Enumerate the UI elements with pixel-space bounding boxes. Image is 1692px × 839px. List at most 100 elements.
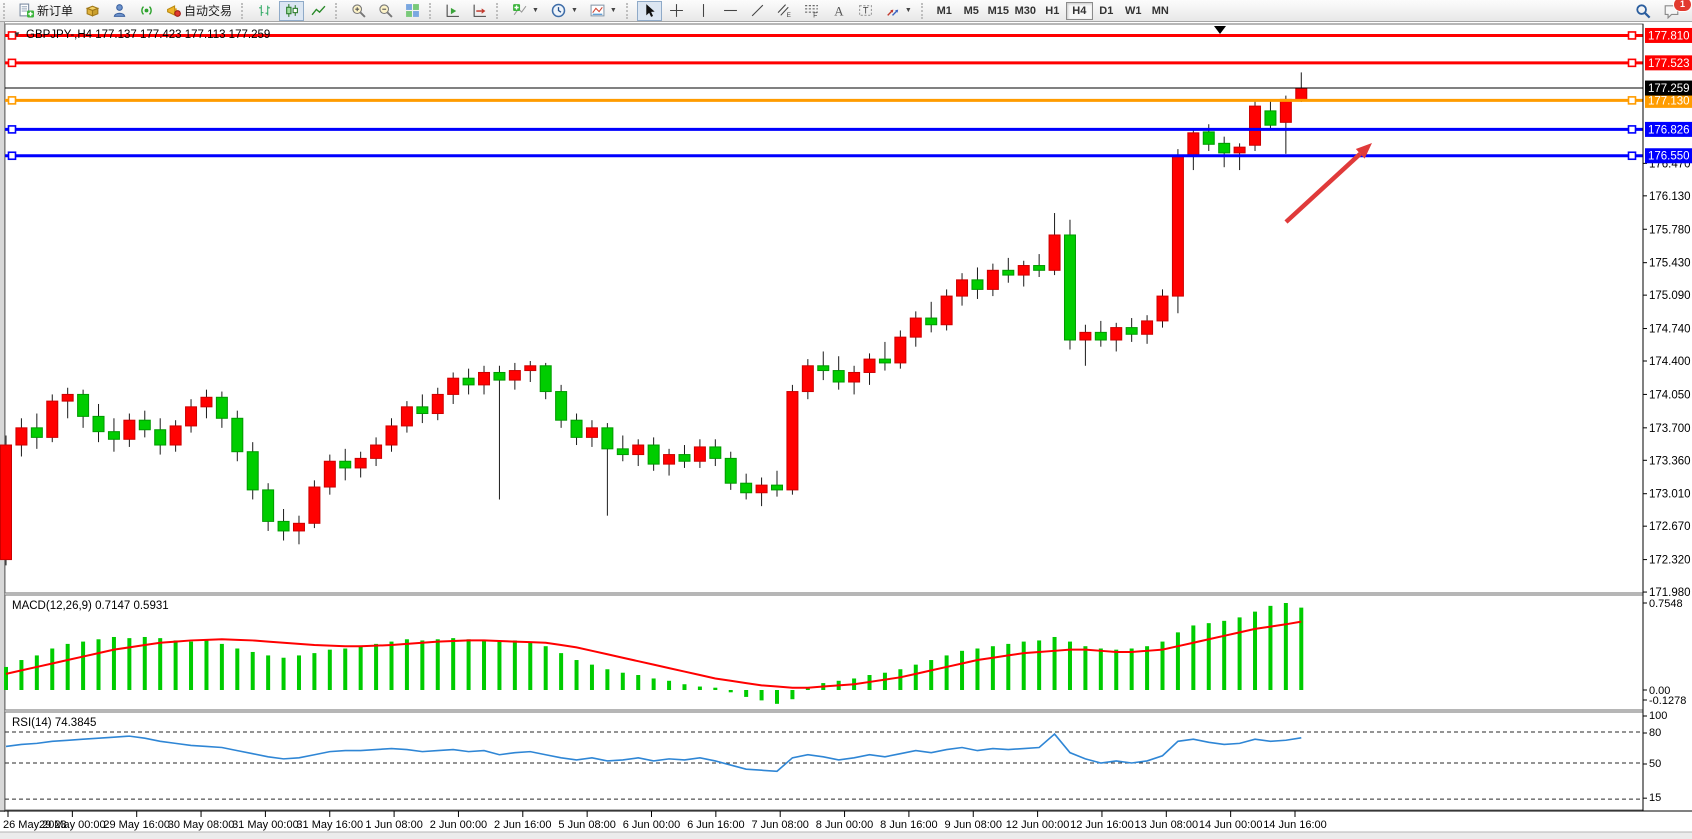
search-button[interactable]: [1630, 1, 1656, 21]
chart-shift-icon: [446, 4, 459, 17]
price-flag: [1645, 55, 1692, 71]
time-tick-label: 9 Jun 08:00: [945, 819, 1003, 831]
price-axis[interactable]: 176.470176.130175.780175.430175.090174.7…: [1642, 24, 1692, 811]
current-price-label: 177.259: [1648, 83, 1690, 95]
time-tick-label: 2 Jun 00:00: [430, 819, 488, 831]
price-tick-label: 173.360: [1649, 455, 1691, 467]
line-handle[interactable]: [7, 58, 17, 68]
price-flag-label: 177.130: [1648, 95, 1690, 107]
time-tick-label: 31 May 16:00: [296, 819, 363, 831]
line-handle[interactable]: [1627, 125, 1637, 134]
symbol-dropdown-icon[interactable]: ▼: [13, 30, 21, 39]
price-tick-label: 171.980: [1649, 587, 1691, 599]
indicators-icon: [513, 4, 527, 16]
timeframe-w1-button[interactable]: W1: [1120, 2, 1147, 20]
templates-button[interactable]: ▼: [585, 1, 622, 21]
horizontal-line-objects: [5, 31, 1643, 161]
notification-badge[interactable]: 1: [1673, 0, 1692, 12]
bar-chart-mode-button[interactable]: [252, 1, 277, 21]
tile-windows-button[interactable]: [400, 1, 425, 21]
cursor-tool-button[interactable]: [636, 0, 662, 21]
timeframe-m1-button[interactable]: M1: [931, 2, 958, 20]
line-chart-mode-button[interactable]: [306, 1, 331, 21]
timeframe-h1-button[interactable]: H1: [1039, 2, 1066, 20]
line-handle[interactable]: [1627, 96, 1637, 105]
top-marker[interactable]: [1214, 26, 1226, 34]
text-label-icon: T: [858, 5, 872, 16]
line-handle[interactable]: [7, 151, 17, 161]
new-order-button[interactable]: 新订单: [14, 1, 78, 21]
equidistant-channel-tool-button[interactable]: E: [772, 1, 797, 21]
megaphone-icon: [167, 5, 181, 17]
chevron-down-icon: ▼: [904, 7, 912, 14]
signal-button[interactable]: [134, 1, 159, 21]
trend-arrow-head[interactable]: [1355, 143, 1372, 159]
equidistant-channel-icon: E: [777, 4, 791, 18]
price-flag-label: 176.826: [1648, 124, 1690, 136]
time-tick-label: 31 May 00:00: [232, 819, 299, 831]
crosshair-icon: [669, 4, 683, 17]
timeframe-d1-button[interactable]: D1: [1093, 2, 1120, 20]
rsi-indicator: [5, 731, 1643, 800]
zoom-in-button[interactable]: [346, 1, 371, 21]
line-handle[interactable]: [1627, 58, 1637, 68]
fibonacci-tool-button[interactable]: F: [799, 1, 824, 21]
arrows-tool-button[interactable]: ▼: [880, 1, 917, 21]
macd-axis-label: 0.00: [1649, 685, 1670, 697]
arrows-tool-icon: [887, 9, 899, 16]
candlestick-mode-button[interactable]: [279, 0, 305, 21]
timeframe-mn-button[interactable]: MN: [1147, 2, 1174, 20]
periods-button[interactable]: ▼: [546, 1, 583, 21]
periods-clock-icon: [551, 3, 566, 18]
price-flag: [1645, 27, 1692, 43]
profile-button[interactable]: [107, 1, 132, 21]
history-center-button[interactable]: [80, 1, 105, 21]
timeframe-h4-button[interactable]: H4: [1065, 1, 1093, 20]
timeframe-m30-button[interactable]: M30: [1012, 2, 1039, 20]
timeframe-m15-button[interactable]: M15: [985, 2, 1012, 20]
crosshair-tool-button[interactable]: [664, 1, 689, 21]
vertical-line-icon: [702, 4, 704, 17]
text-tool-button[interactable]: A: [826, 1, 851, 21]
auto-trading-button[interactable]: 自动交易: [161, 1, 237, 21]
time-tick-label: 8 Jun 16:00: [880, 819, 938, 831]
price-tick-label: 174.740: [1649, 324, 1691, 336]
timeframe-m5-button[interactable]: M5: [958, 2, 985, 20]
toolbar-grip: [625, 2, 632, 19]
time-tick-label: 14 Jun 00:00: [1199, 819, 1263, 831]
trendline-tool-button[interactable]: [745, 1, 770, 21]
auto-scroll-button[interactable]: [467, 1, 492, 21]
vertical-line-tool-button[interactable]: [691, 1, 716, 21]
line-handle[interactable]: [1627, 151, 1637, 161]
rsi-label: RSI(14) 74.3845: [12, 717, 96, 729]
indicators-button[interactable]: ▼: [507, 1, 544, 21]
toolbar-grip: [920, 2, 927, 19]
toolbar-grip: [241, 2, 247, 19]
profile-icon: [113, 4, 126, 17]
trendline-icon: [751, 4, 764, 17]
text-label-tool-button[interactable]: T: [853, 1, 878, 21]
time-tick-label: 5 Jun 08:00: [558, 819, 616, 831]
zoom-out-button[interactable]: [373, 1, 398, 21]
current-price-flag: [1645, 80, 1692, 96]
line-handle[interactable]: [1627, 31, 1637, 40]
time-tick-label: 14 Jun 16:00: [1263, 819, 1327, 831]
line-handle[interactable]: [7, 96, 17, 105]
trend-arrow-object[interactable]: [1284, 152, 1362, 224]
chevron-down-icon: ▼: [609, 7, 617, 14]
time-tick-label: 30 May 08:00: [168, 819, 235, 831]
price-flag: [1645, 148, 1692, 164]
chart-title: GBPJPY-,H4 177.137 177.423 177.113 177.2…: [26, 29, 270, 41]
chart-shift-button[interactable]: [440, 1, 465, 21]
time-tick-label: 6 Jun 00:00: [623, 819, 681, 831]
line-handle[interactable]: [7, 125, 17, 134]
price-tick-label: 173.010: [1649, 489, 1691, 501]
svg-text:E: E: [786, 12, 790, 18]
price-tick-label: 173.700: [1649, 423, 1691, 435]
horizontal-line-tool-button[interactable]: [718, 1, 743, 21]
line-handle[interactable]: [7, 31, 17, 40]
time-tick-label: 12 Jun 00:00: [1006, 819, 1070, 831]
new-order-label: 新订单: [37, 4, 74, 18]
